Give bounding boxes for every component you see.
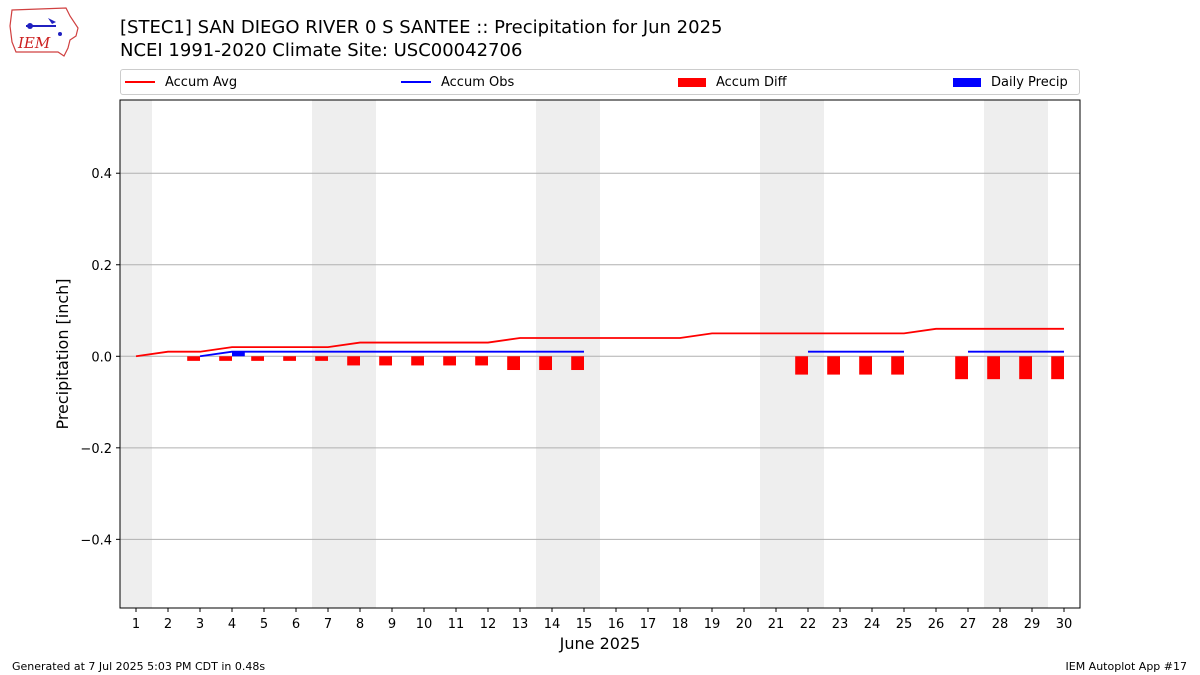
x-tick-label: 17 [640, 617, 657, 632]
weekend-shade [760, 100, 792, 608]
x-axis-label: June 2025 [559, 634, 641, 653]
app-credit: IEM Autoplot App #17 [1065, 660, 1188, 673]
x-tick-label: 5 [260, 617, 268, 632]
weekend-shade [344, 100, 376, 608]
accum-diff-bar [1051, 356, 1064, 380]
x-tick-label: 9 [388, 617, 396, 632]
accum-diff-bar [283, 356, 296, 361]
chart-title: [STEC1] SAN DIEGO RIVER 0 S SANTEE :: Pr… [120, 17, 723, 38]
accum-diff-bar [475, 356, 488, 366]
legend-item-accum-diff: Accum Diff [678, 70, 787, 94]
accum-diff-bar [891, 356, 904, 375]
x-tick-label: 11 [448, 617, 465, 632]
x-tick-label: 15 [576, 617, 593, 632]
x-tick-label: 13 [512, 617, 529, 632]
legend-swatch [125, 81, 155, 83]
chart-legend: Accum Avg Accum Obs Accum Diff Daily Pre… [120, 69, 1080, 95]
plot-area-frame [119, 99, 1081, 609]
iem-logo: IEM [9, 7, 79, 57]
weekend-shade [792, 100, 824, 608]
accum-diff-bar [1019, 356, 1032, 380]
weekend-shade [568, 100, 600, 608]
x-tick-label: 29 [1024, 617, 1041, 632]
x-tick-label: 7 [324, 617, 332, 632]
weekend-shade [536, 100, 568, 608]
chart-subtitle: NCEI 1991-2020 Climate Site: USC00042706 [120, 40, 523, 61]
legend-label: Accum Avg [165, 74, 238, 90]
x-tick-label: 10 [416, 617, 433, 632]
y-tick-label: 0.0 [91, 350, 112, 365]
accum-diff-bar [859, 356, 872, 375]
legend-item-daily-precip: Daily Precip [953, 70, 1068, 94]
legend-label: Daily Precip [991, 74, 1068, 90]
x-tick-label: 19 [704, 617, 721, 632]
legend-swatch [953, 77, 981, 87]
y-tick-label: 0.2 [91, 259, 112, 274]
y-axis-label: Precipitation [inch] [53, 278, 72, 429]
x-tick-label: 3 [196, 617, 204, 632]
x-tick-label: 22 [800, 617, 817, 632]
legend-label: Accum Obs [441, 74, 515, 90]
accum-diff-bar [219, 356, 232, 361]
daily-precip-bar [232, 351, 245, 357]
accum-diff-bar [507, 356, 520, 371]
x-tick-label: 27 [960, 617, 977, 632]
x-tick-label: 8 [356, 617, 364, 632]
x-tick-label: 12 [480, 617, 497, 632]
accum-diff-bar [987, 356, 1000, 380]
accum-diff-bar [795, 356, 808, 375]
legend-label: Accum Diff [716, 74, 787, 90]
x-tick-label: 21 [768, 617, 785, 632]
legend-item-accum-obs: Accum Obs [401, 70, 514, 94]
x-tick-label: 30 [1056, 617, 1073, 632]
iowa-outline-icon [9, 7, 79, 57]
legend-swatch [401, 81, 431, 83]
accum-avg-line [135, 327, 1064, 358]
accum-diff-bar [827, 356, 840, 375]
accum-diff-bar [251, 356, 264, 361]
legend-swatch [678, 77, 706, 87]
generated-timestamp: Generated at 7 Jul 2025 5:03 PM CDT in 0… [12, 660, 266, 673]
logo-text: IEM [17, 34, 51, 52]
x-tick-label: 1 [132, 617, 140, 632]
x-tick-label: 23 [832, 617, 849, 632]
x-tick-label: 18 [672, 617, 689, 632]
x-tick-label: 26 [928, 617, 945, 632]
x-tick-label: 20 [736, 617, 753, 632]
accum-obs-line [199, 350, 584, 358]
accum-diff-bar [411, 356, 424, 366]
x-tick-label: 14 [544, 617, 561, 632]
x-tick-label: 25 [896, 617, 913, 632]
y-tick-label: −0.2 [80, 442, 112, 457]
accum-diff-bar [539, 356, 552, 371]
accum-diff-bar [571, 356, 584, 371]
x-tick-label: 28 [992, 617, 1009, 632]
weekend-shade [984, 100, 1016, 608]
legend-item-accum-avg: Accum Avg [125, 70, 237, 94]
accum-diff-bar [187, 356, 200, 361]
accum-diff-bar [347, 356, 360, 366]
weekend-shade [1016, 100, 1048, 608]
accum-diff-bar [379, 356, 392, 366]
accum-diff-bar [315, 356, 328, 361]
accum-diff-bar [443, 356, 456, 366]
y-tick-label: −0.4 [80, 533, 112, 548]
x-tick-label: 24 [864, 617, 881, 632]
y-tick-label: 0.4 [91, 167, 112, 182]
x-tick-label: 6 [292, 617, 300, 632]
x-tick-label: 16 [608, 617, 625, 632]
weekend-shade [312, 100, 344, 608]
x-tick-label: 2 [164, 617, 172, 632]
accum-diff-bar [955, 356, 968, 380]
x-tick-label: 4 [228, 617, 236, 632]
